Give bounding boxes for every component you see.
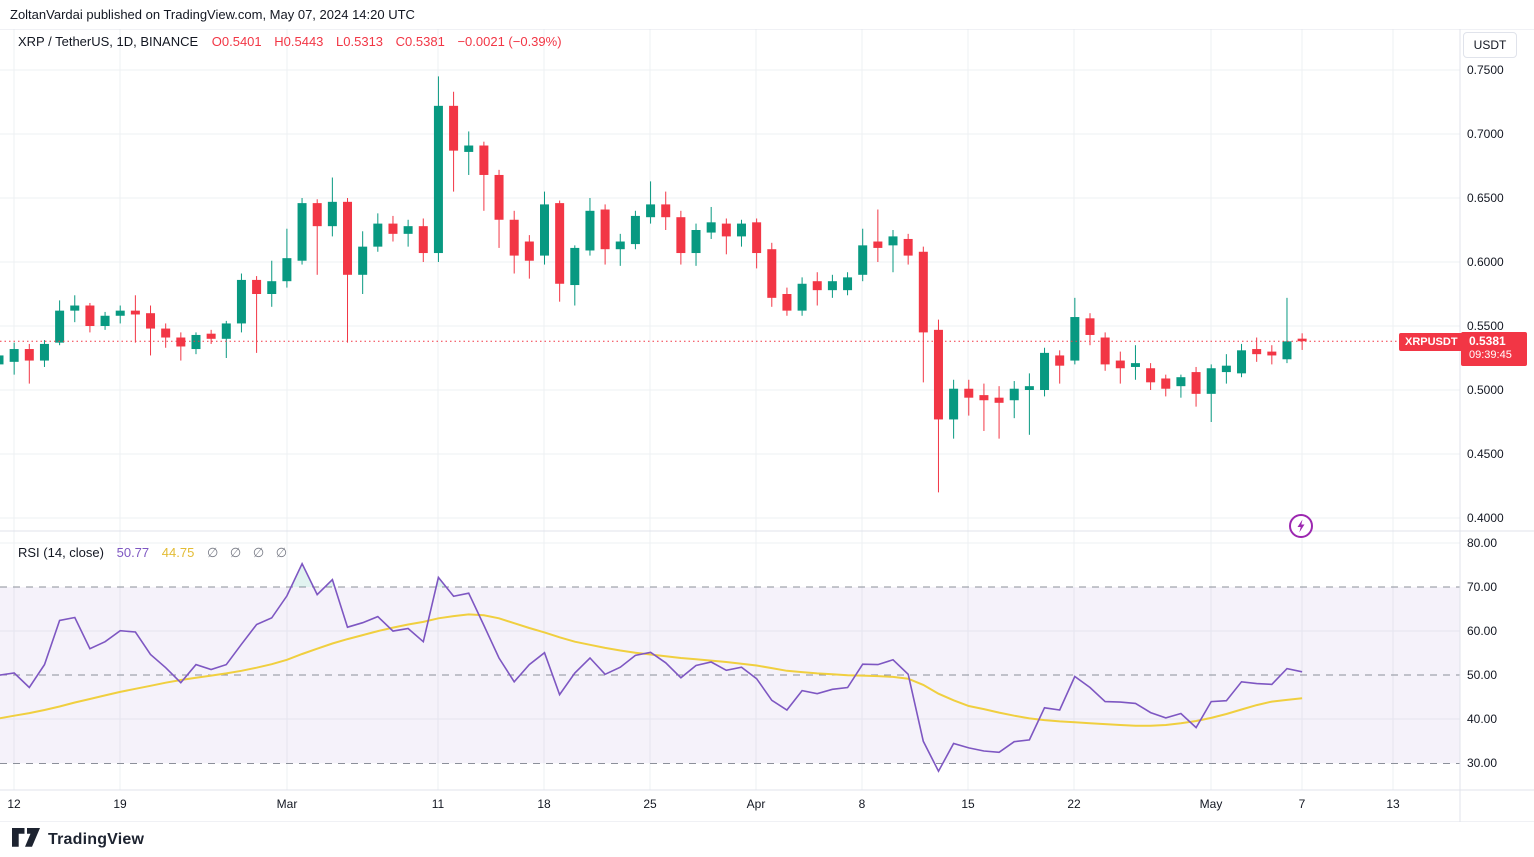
time-axis-label: 15 <box>961 797 975 811</box>
ohlc-open: O0.5401 <box>211 34 262 49</box>
symbol-legend: XRP / TetherUS, 1D, BINANCE O0.5401 H0.5… <box>18 34 571 49</box>
time-axis-label: 11 <box>431 797 445 811</box>
bar-countdown: 09:39:45 <box>1469 349 1512 361</box>
currency-toggle-button[interactable]: USDT <box>1463 32 1517 58</box>
time-axis-label: 12 <box>7 797 21 811</box>
time-axis-label: 22 <box>1067 797 1081 811</box>
last-price-value: 0.5381 <box>1469 334 1506 348</box>
lightning-icon[interactable] <box>1288 513 1314 539</box>
symbol-title[interactable]: XRP / TetherUS, 1D, BINANCE <box>18 34 199 49</box>
symbol-badge-label: XRPUSDT <box>1405 336 1458 348</box>
rsi-axis-label: 80.00 <box>1467 536 1498 550</box>
price-axis-label: 0.7500 <box>1467 63 1504 77</box>
price-axis-label: 0.4500 <box>1467 447 1504 461</box>
price-axis[interactable]: 0.7500 0.7000 0.6500 0.6000 0.5500 0.5000 0.45… <box>1460 0 1534 857</box>
rsi-value: 50.77 <box>116 545 150 560</box>
tradingview-logo-text[interactable]: TradingView <box>48 830 145 848</box>
price-axis-label: 0.5000 <box>1467 383 1504 397</box>
rsi-ma-value: 44.75 <box>161 545 195 560</box>
ohlc-high: H0.5443 <box>274 34 324 49</box>
time-axis-label: 18 <box>537 797 551 811</box>
rsi-axis-label: 60.00 <box>1467 624 1498 639</box>
time-axis-label: 8 <box>858 797 866 811</box>
price-axis-label: 0.5500 <box>1467 319 1504 333</box>
ohlc-change: −0.0021 (−0.39%) <box>457 34 562 49</box>
rsi-hidden-inputs-icons[interactable]: ∅ ∅ ∅ ∅ <box>206 545 292 560</box>
rsi-axis-label: 70.00 <box>1467 580 1498 595</box>
price-axis-label: 0.6500 <box>1467 191 1504 205</box>
ohlc-close: C0.5381 <box>395 34 445 49</box>
ohlc-low: L0.5313 <box>336 34 384 49</box>
tradingview-logo-icon[interactable] <box>12 827 40 852</box>
time-axis-label: 13 <box>1386 797 1400 811</box>
rsi-axis[interactable]: 80.00 70.00 60.00 50.00 40.00 30.00 <box>1460 0 1534 857</box>
time-axis-label: Mar <box>276 797 298 811</box>
price-axis-label: 0.6000 <box>1467 255 1504 269</box>
price-axis-label: 0.4000 <box>1467 511 1504 525</box>
publish-text: ZoltanVardai published on TradingView.co… <box>10 7 415 22</box>
time-axis-label: 7 <box>1298 797 1306 811</box>
price-axis-label: 0.7000 <box>1467 127 1504 141</box>
last-price-box: 0.5381 09:39:45 <box>1461 332 1527 366</box>
time-axis-label: 25 <box>643 797 657 811</box>
currency-label: USDT <box>1473 38 1507 52</box>
rsi-axis-label: 50.00 <box>1467 668 1498 683</box>
time-axis-label: Apr <box>746 797 766 811</box>
last-price-symbol-badge: XRPUSDT <box>1399 333 1464 351</box>
time-axis-label: 19 <box>113 797 127 811</box>
footer-bar: TradingView <box>0 822 1534 857</box>
rsi-axis-label: 40.00 <box>1467 712 1498 727</box>
time-axis[interactable]: 12 19 Mar 11 18 25 Apr 8 15 22 May 7 13 <box>0 790 1460 822</box>
time-axis-label: May <box>1199 797 1223 811</box>
rsi-legend: RSI (14, close) 50.77 44.75 ∅ ∅ ∅ ∅ <box>18 545 291 561</box>
rsi-axis-label: 30.00 <box>1467 756 1498 771</box>
rsi-title[interactable]: RSI (14, close) <box>18 545 104 560</box>
publish-bar: ZoltanVardai published on TradingView.co… <box>0 0 1534 29</box>
